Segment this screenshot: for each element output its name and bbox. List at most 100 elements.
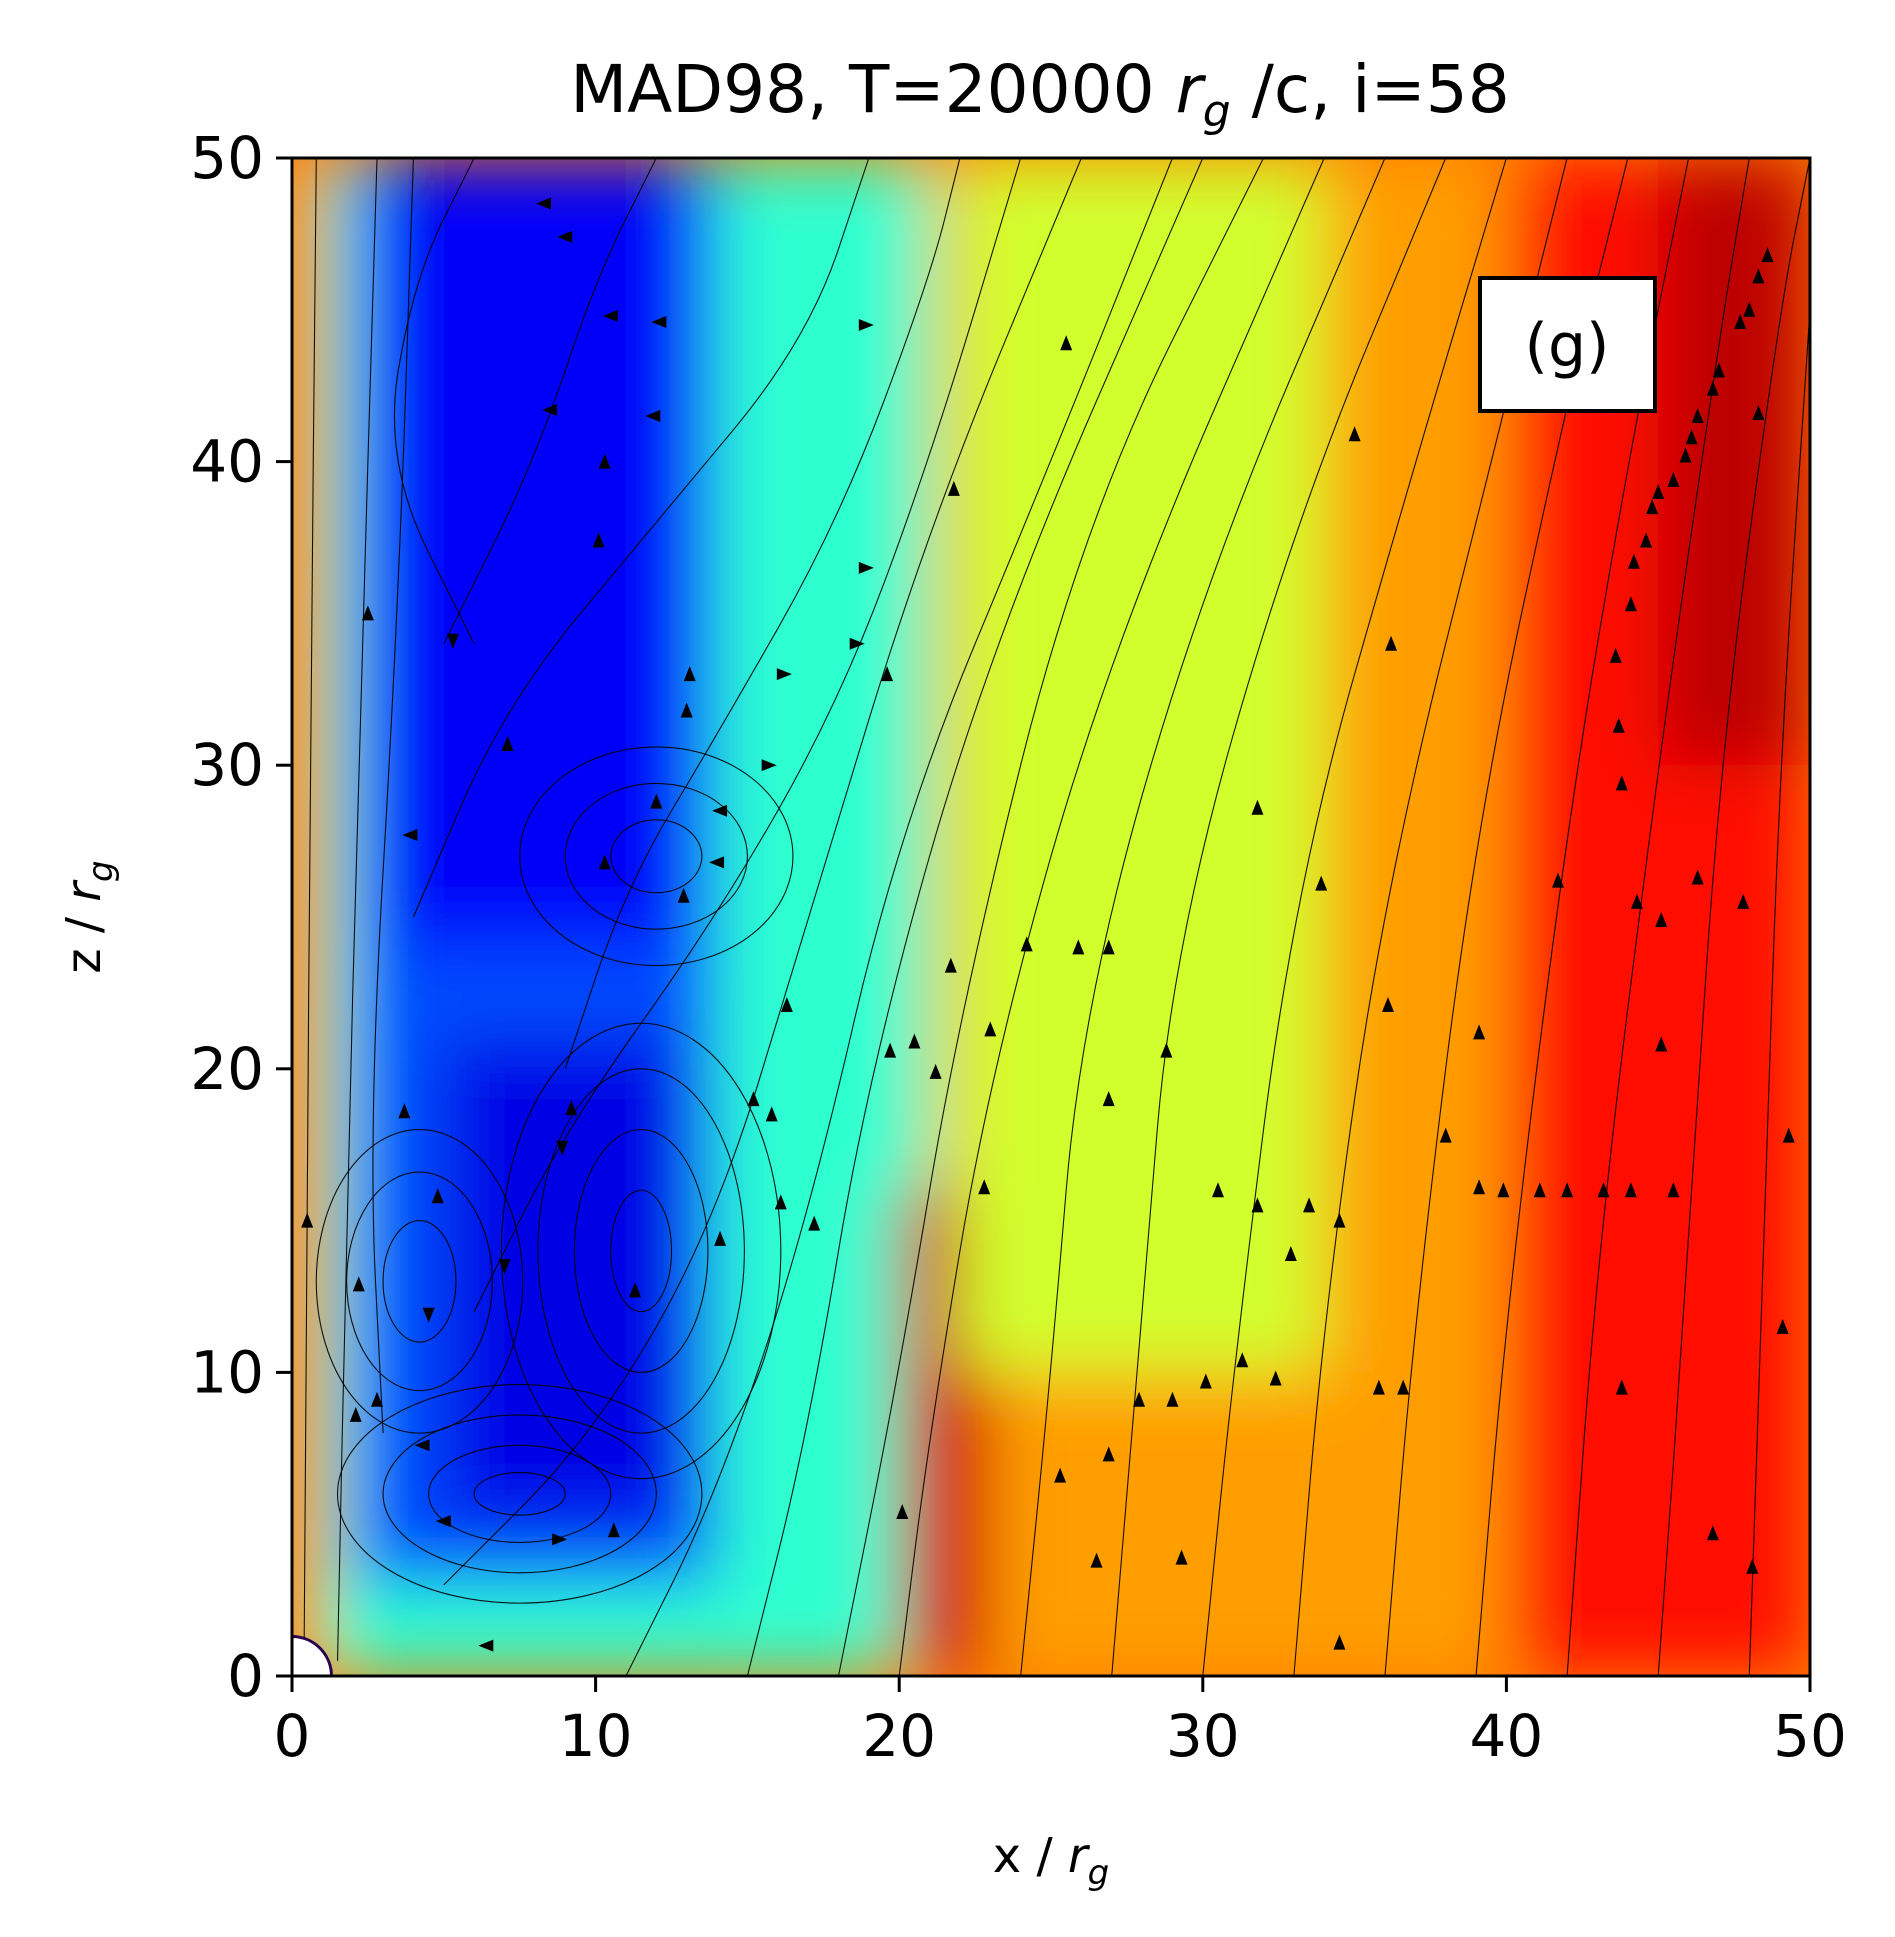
field-region-3: [383, 158, 687, 948]
flow-arrow-23: [498, 1259, 511, 1275]
x-tick-label-3: 30: [1166, 1702, 1240, 1770]
flow-arrow-45: [858, 318, 874, 331]
streamline-6: [564, 158, 961, 1069]
flow-arrow-35: [714, 1230, 727, 1246]
panel-label-box: (g): [1478, 276, 1657, 413]
flow-arrow-42: [761, 759, 777, 772]
flow-arrow-110: [1706, 380, 1719, 396]
streamlines: [303, 158, 1810, 1676]
flow-arrow-53: [978, 1179, 991, 1195]
flow-arrow-74: [1303, 1197, 1316, 1213]
flow-arrow-118: [1752, 268, 1765, 284]
flow-arrow-67: [1199, 1373, 1212, 1389]
vortex-0-loop-1: [428, 1444, 612, 1543]
x-tick-label-2: 20: [862, 1702, 936, 1770]
flow-arrow-0: [535, 197, 551, 210]
y-axis-label-main: z /: [56, 902, 112, 974]
chart-title-var: r: [1176, 51, 1207, 128]
flow-arrow-86: [1497, 1182, 1510, 1198]
flow-arrow-54: [1020, 936, 1033, 952]
flow-arrow-63: [1102, 1446, 1115, 1462]
flow-arrow-60: [896, 1504, 909, 1520]
flow-arrow-90: [1597, 1182, 1610, 1198]
flow-arrow-119: [1761, 247, 1774, 263]
flow-arrow-4: [542, 403, 558, 416]
flow-arrow-9: [501, 735, 514, 751]
x-tick-label-5: 50: [1773, 1702, 1847, 1770]
flow-arrow-51: [947, 480, 960, 496]
flow-arrow-11: [680, 702, 693, 718]
flow-arrow-57: [1102, 1091, 1115, 1107]
y-tick-label-5: 50: [190, 124, 264, 192]
flow-arrow-32: [607, 1522, 620, 1538]
chart-title-main: MAD98, T=20000: [570, 51, 1175, 128]
x-axis-label-var: r: [1068, 1828, 1091, 1884]
vortex-2-loop-1: [573, 1128, 709, 1373]
flow-arrow-30: [435, 1515, 451, 1528]
streamline-18: [1475, 158, 1690, 1676]
flow-arrow-24: [629, 1282, 642, 1298]
flow-arrow-39: [774, 1194, 787, 1210]
flow-arrow-20: [565, 1100, 578, 1116]
field-region-4: [443, 1038, 687, 1525]
flow-arrow-111: [1706, 1525, 1719, 1541]
flow-arrow-87: [1533, 1182, 1546, 1198]
y-axis-label-var: r: [56, 879, 112, 902]
y-tick-label-0: 0: [227, 1642, 264, 1710]
flow-arrow-92: [1612, 717, 1625, 733]
streamline-12: [898, 158, 1325, 1676]
streamline-19: [1566, 158, 1750, 1676]
flow-arrow-70: [1251, 1197, 1264, 1213]
flow-arrow-14: [598, 854, 611, 870]
flow-arrow-117: [1752, 405, 1765, 421]
streamline-0: [303, 158, 317, 1646]
y-tick-label-3: 30: [190, 731, 264, 799]
flow-arrow-6: [598, 453, 611, 469]
flow-arrow-47: [884, 1042, 897, 1058]
flow-arrow-2: [602, 309, 618, 322]
vortex-1-loop-1: [346, 1171, 493, 1392]
flow-arrow-13: [712, 804, 728, 817]
vortex-2-loop-0: [610, 1189, 673, 1313]
streamline-2: [372, 158, 414, 1434]
flow-arrow-56: [1102, 939, 1115, 955]
streamline-20: [1657, 158, 1810, 1676]
flow-arrow-36: [747, 1091, 760, 1107]
panel-label: (g): [1525, 311, 1610, 381]
y-axis-label: z / rg: [56, 860, 121, 973]
chart-title: MAD98, T=20000 rg /c, i=58: [570, 51, 1510, 137]
y-axis-label-sub: g: [81, 860, 121, 882]
flow-arrow-5: [645, 410, 661, 423]
flow-arrow-103: [1655, 1036, 1668, 1052]
flow-arrow-77: [1333, 1634, 1346, 1650]
streamline-21: [1748, 309, 1810, 1676]
x-axis-ticks: 0 10 20 30 40 50: [274, 1676, 1847, 1770]
flow-arrow-40: [808, 1215, 821, 1231]
flow-arrow-48: [908, 1033, 921, 1049]
flow-arrow-97: [1627, 553, 1640, 569]
flow-arrow-58: [1060, 335, 1073, 351]
flow-arrow-85: [1473, 1024, 1486, 1040]
streamline-10: [746, 158, 1204, 1676]
plot-frame: [290, 156, 1812, 1678]
flow-arrow-43: [849, 637, 865, 650]
x-tick-label-4: 40: [1469, 1702, 1543, 1770]
flow-arrow-91: [1609, 647, 1622, 663]
flow-arrow-112: [1712, 362, 1725, 378]
streamline-arrows: [301, 197, 1795, 1652]
flow-arrow-22: [431, 1188, 444, 1204]
flow-arrow-81: [1385, 635, 1398, 651]
flow-arrow-71: [1251, 799, 1264, 815]
flow-arrow-65: [1166, 1391, 1179, 1407]
flow-arrow-38: [780, 997, 793, 1013]
flow-arrow-82: [1397, 1379, 1410, 1395]
flow-arrow-12: [650, 793, 663, 809]
flow-arrow-52: [984, 1021, 997, 1037]
flow-arrow-95: [1624, 596, 1637, 612]
flow-arrow-106: [1679, 447, 1692, 463]
streamline-3: [393, 158, 475, 645]
streamline-9: [625, 158, 1173, 1676]
flow-arrow-120: [1776, 1318, 1789, 1334]
vortex-3-loop-2: [519, 746, 794, 967]
flow-arrow-1: [557, 230, 573, 243]
